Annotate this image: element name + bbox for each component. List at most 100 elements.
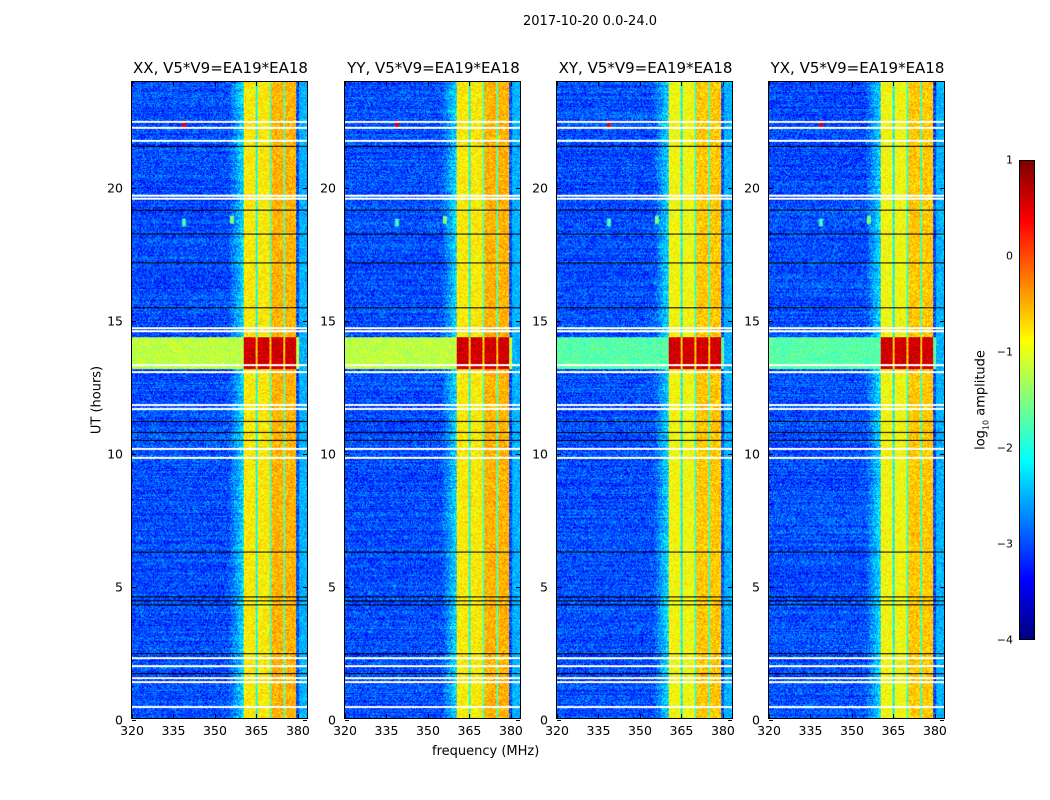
y-tick-label: 15 [107, 313, 123, 329]
y-tick-label: 0 [115, 712, 123, 728]
y-tick-mark [728, 454, 732, 456]
y-tick-mark [516, 321, 520, 323]
y-tick-mark [557, 454, 561, 456]
y-tick-mark [728, 321, 732, 323]
x-tick-label: 380 [286, 723, 310, 738]
x-tick-label: 320 [120, 723, 144, 738]
y-tick-mark [557, 720, 561, 721]
y-tick-mark [769, 188, 773, 190]
x-tick-mark [934, 714, 936, 718]
y-tick-mark [303, 321, 307, 323]
x-tick-label: 350 [416, 723, 440, 738]
y-tick-label: 15 [532, 313, 548, 329]
x-tick-label: 380 [711, 723, 735, 738]
x-tick-mark [934, 82, 936, 86]
y-tick-mark [516, 587, 520, 589]
y-tick-label: 10 [744, 446, 760, 462]
y-tick-label: 15 [320, 313, 336, 329]
y-tick-label: 20 [532, 180, 548, 196]
y-tick-mark [940, 454, 944, 456]
x-tick-mark [297, 714, 299, 718]
x-tick-label: 365 [881, 723, 906, 738]
x-tick-label: 350 [840, 723, 864, 738]
x-tick-label: 350 [203, 723, 227, 738]
y-tick-mark [303, 587, 307, 589]
colorbar-gradient [1020, 161, 1034, 639]
y-tick-label: 10 [107, 446, 123, 462]
x-tick-label: 335 [374, 723, 399, 738]
x-tick-mark [681, 82, 683, 86]
y-tick-mark [132, 720, 136, 721]
x-tick-mark [173, 82, 175, 86]
y-axis-label: UT (hours) [89, 365, 105, 435]
x-tick-mark [722, 82, 724, 86]
x-tick-label: 365 [457, 723, 482, 738]
y-tick-mark [345, 188, 349, 190]
y-tick-label: 15 [744, 313, 760, 329]
x-tick-mark [345, 714, 346, 718]
y-tick-mark [516, 720, 520, 721]
colorbar-tick-label: −4 [996, 633, 1013, 647]
panel-yy: YY, V5*V9=EA19*EA18 320 335 350 365 380 0 5 10 1… [320, 59, 523, 738]
x-tick-mark [598, 714, 600, 718]
x-tick-mark [214, 714, 216, 718]
y-tick-mark [728, 720, 732, 721]
x-tick-mark [427, 82, 429, 86]
x-tick-mark [893, 82, 895, 86]
colorbar [1019, 160, 1035, 640]
x-tick-label: 335 [161, 723, 186, 738]
x-tick-mark [256, 714, 258, 718]
y-tick-mark [132, 587, 136, 589]
x-tick-mark [557, 82, 558, 86]
x-tick-mark [851, 82, 853, 86]
x-tick-mark [769, 82, 770, 86]
y-tick-mark [769, 321, 773, 323]
panel-yx: YX, V5*V9=EA19*EA18 320 335 350 365 380 0 5 10 1… [744, 59, 947, 738]
heatmap-xy [557, 82, 732, 718]
x-tick-mark [386, 82, 388, 86]
y-tick-label: 10 [532, 446, 548, 462]
y-tick-mark [557, 587, 561, 589]
figure-title: 2017-10-20 0.0-24.0 [523, 14, 657, 29]
y-tick-label: 5 [540, 579, 548, 595]
x-tick-label: 320 [545, 723, 569, 738]
panel-xx: XX, V5*V9=EA19*EA18 320 335 350 365 380 0 5 10 1… [107, 59, 310, 738]
x-tick-mark [469, 714, 471, 718]
y-tick-label: 0 [328, 712, 336, 728]
x-tick-mark [722, 714, 724, 718]
x-tick-mark [598, 82, 600, 86]
x-tick-mark [769, 714, 770, 718]
y-tick-label: 20 [320, 180, 336, 196]
x-tick-mark [256, 82, 258, 86]
heatmap-yy [345, 82, 520, 718]
colorbar-tick-label: −2 [996, 441, 1013, 455]
y-tick-label: 20 [744, 180, 760, 196]
y-tick-mark [345, 720, 349, 721]
x-tick-mark [297, 82, 299, 86]
x-tick-mark [851, 714, 853, 718]
x-tick-mark [639, 82, 641, 86]
y-tick-mark [769, 587, 773, 589]
panel-title: YY, V5*V9=EA19*EA18 [347, 59, 520, 77]
y-tick-label: 5 [115, 579, 123, 595]
y-tick-mark [557, 188, 561, 190]
y-tick-mark [728, 587, 732, 589]
x-tick-label: 320 [333, 723, 357, 738]
heatmap-xx [132, 82, 307, 718]
colorbar-tick-label: −1 [996, 345, 1013, 359]
x-tick-mark [510, 82, 512, 86]
panel-xy: XY, V5*V9=EA19*EA18 320 335 350 365 380 0 5 10 1… [532, 59, 735, 738]
y-tick-mark [728, 188, 732, 190]
colorbar-tick-label: 0 [1006, 249, 1013, 263]
x-axis-label: frequency (MHz) [432, 744, 540, 759]
colorbar-label: log10 amplitude [974, 350, 991, 450]
y-tick-mark [345, 454, 349, 456]
y-tick-label: 20 [107, 180, 123, 196]
x-tick-mark [173, 714, 175, 718]
panel-title: XY, V5*V9=EA19*EA18 [558, 59, 733, 77]
y-tick-label: 5 [328, 579, 336, 595]
x-tick-label: 335 [586, 723, 611, 738]
x-tick-label: 320 [757, 723, 781, 738]
x-tick-mark [386, 714, 388, 718]
